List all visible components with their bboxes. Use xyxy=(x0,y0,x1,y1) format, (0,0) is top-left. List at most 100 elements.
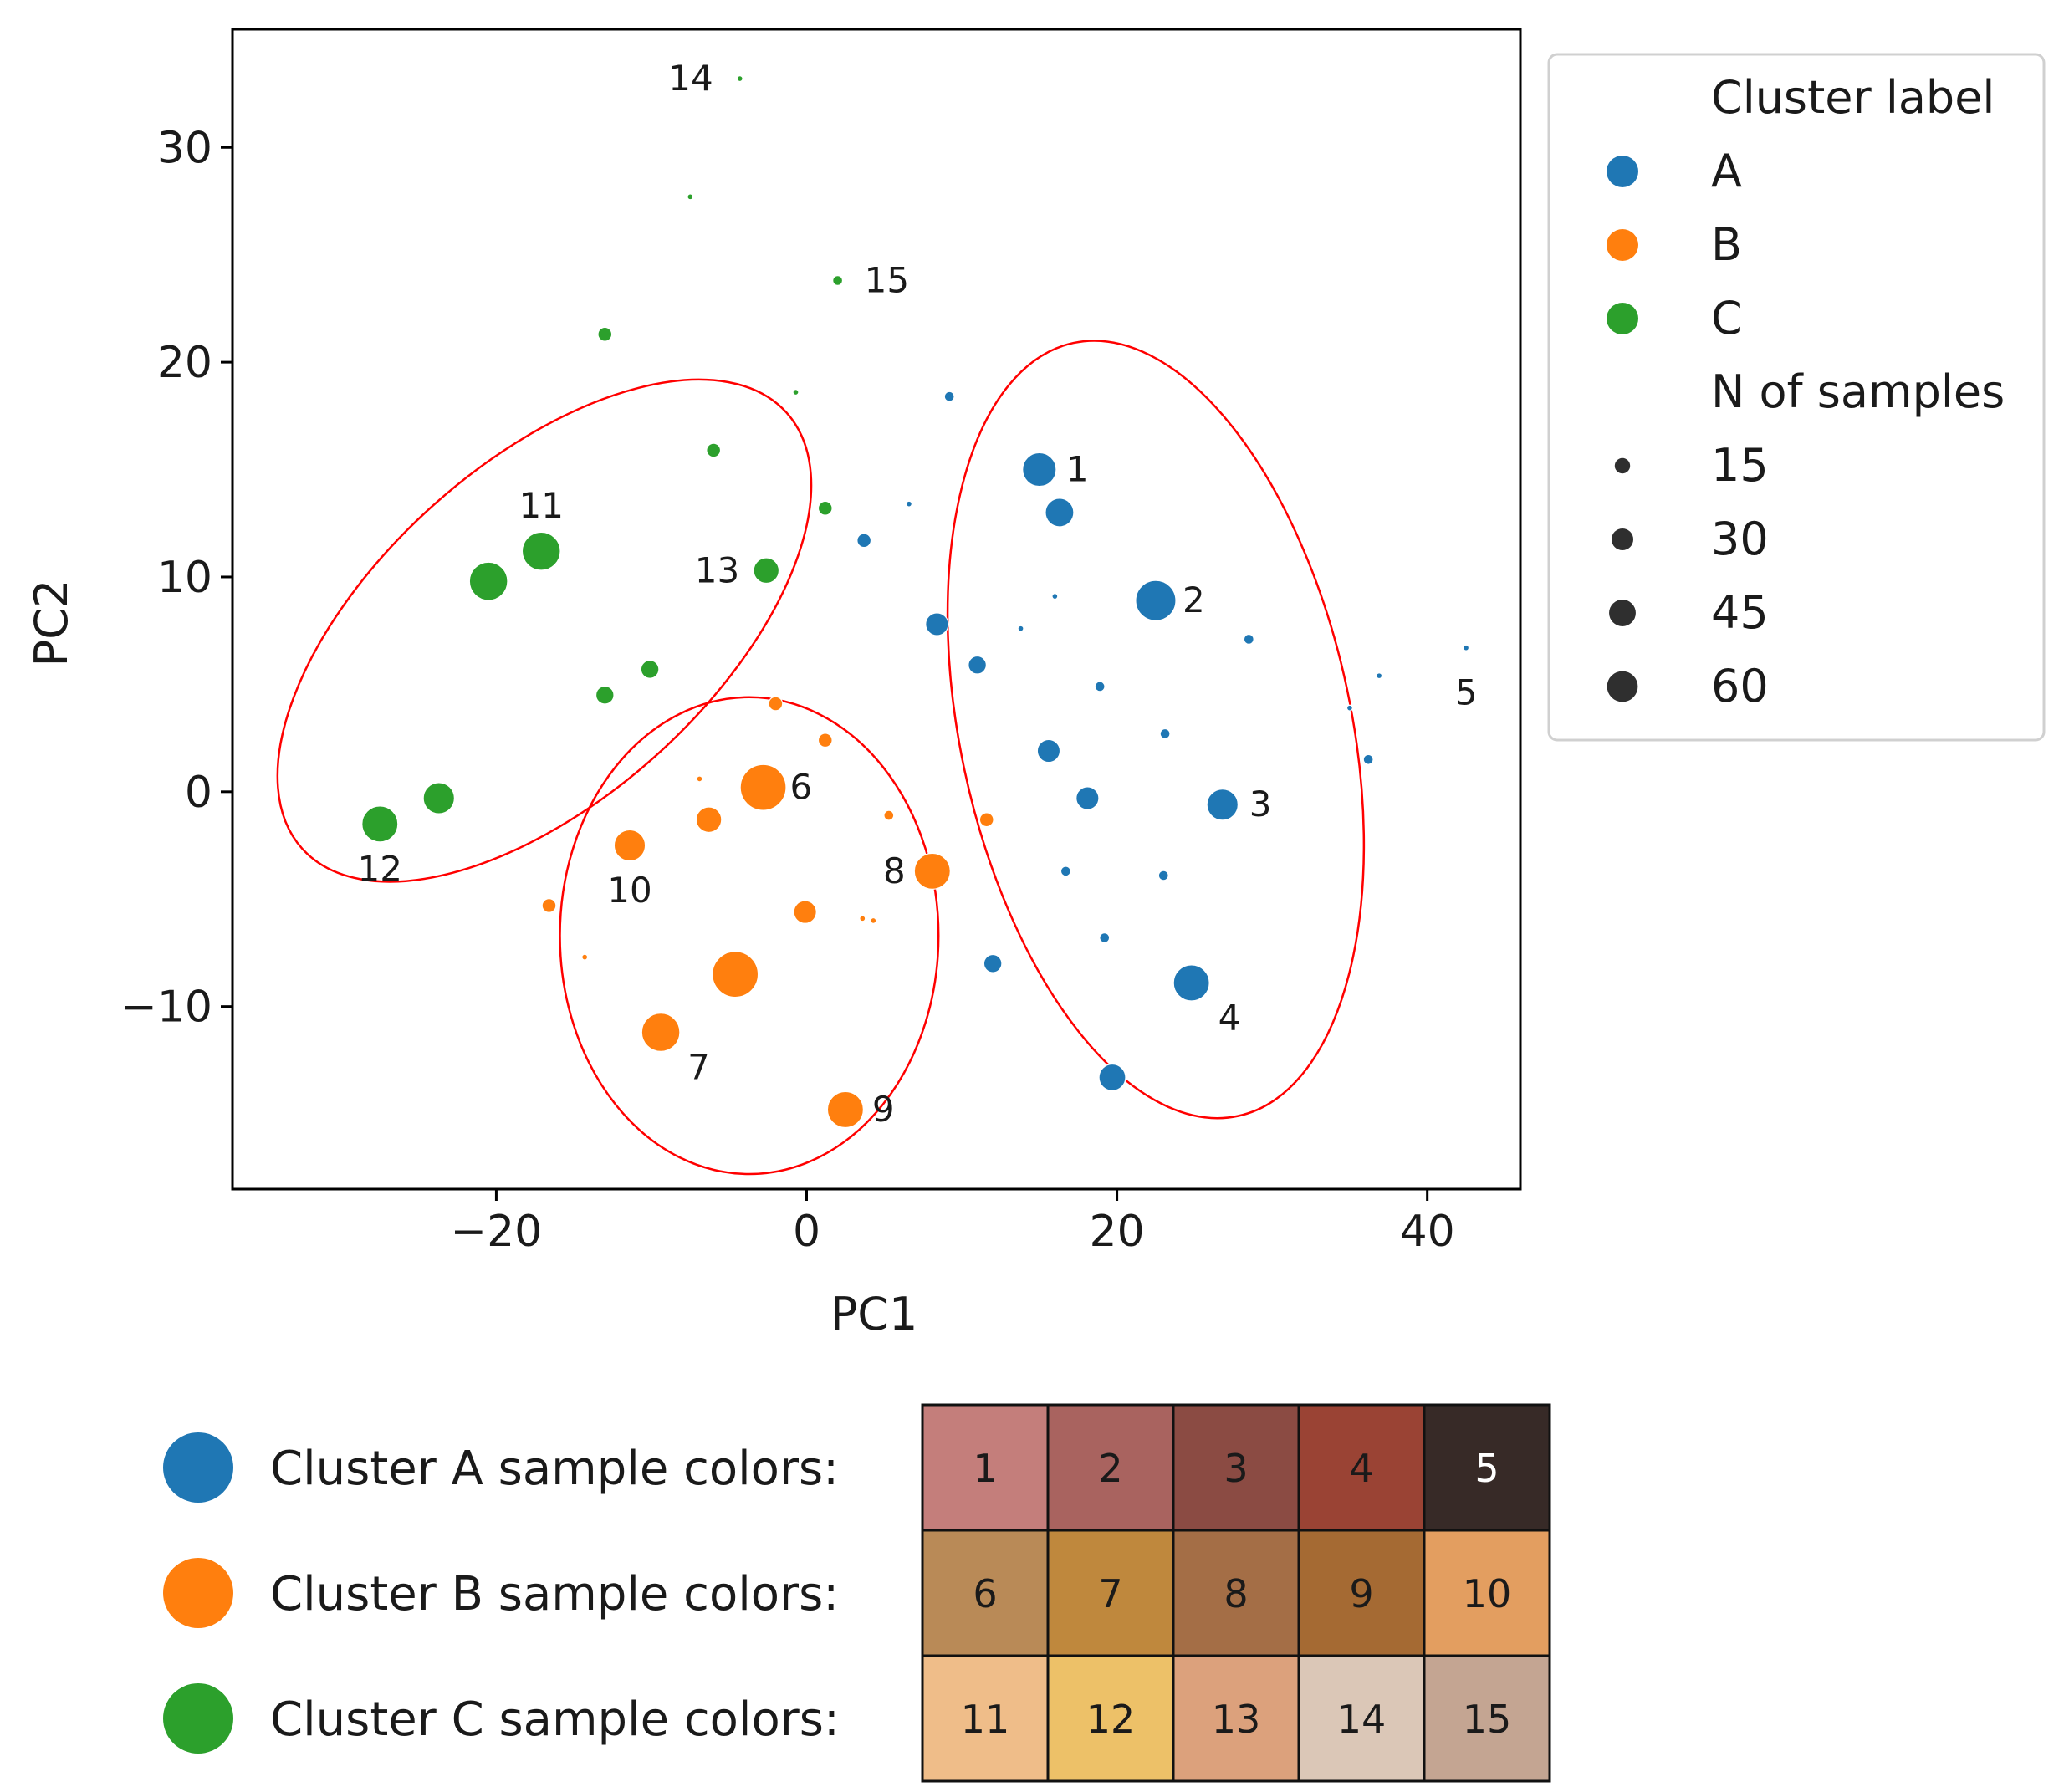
data-point xyxy=(859,915,866,922)
legend-title-cluster: Cluster label xyxy=(1711,71,1995,124)
data-point xyxy=(1060,865,1071,877)
swatch-number: 15 xyxy=(1463,1697,1512,1742)
y-tick-label: 10 xyxy=(157,553,212,603)
data-point xyxy=(1346,704,1353,712)
data-point xyxy=(832,275,844,287)
data-point xyxy=(817,733,833,748)
data-point xyxy=(983,953,1003,973)
data-point xyxy=(1022,452,1057,488)
data-point xyxy=(695,806,723,834)
legend-title-size: N of samples xyxy=(1711,365,2005,418)
data-point xyxy=(1075,786,1100,810)
point-label-6: 6 xyxy=(790,767,813,808)
swatch-cell xyxy=(921,1529,1050,1657)
data-point xyxy=(943,391,955,402)
legend-size-marker xyxy=(1614,457,1631,474)
legend-size-marker xyxy=(1607,671,1638,702)
data-point xyxy=(712,951,759,998)
y-axis-label: PC2 xyxy=(25,579,78,667)
swatch-cell xyxy=(1172,1529,1300,1657)
legend-marker-a xyxy=(1607,156,1638,187)
cluster-ellipse-b xyxy=(559,696,940,1176)
legend-size-label: 15 xyxy=(1711,439,1769,492)
point-label-4: 4 xyxy=(1218,997,1241,1038)
swatch-number: 8 xyxy=(1224,1571,1248,1616)
data-point xyxy=(736,75,743,83)
legend-box xyxy=(1547,53,2046,742)
data-point xyxy=(1036,738,1061,763)
swatch-cell xyxy=(1046,1529,1175,1657)
legend-size-marker xyxy=(1611,528,1634,551)
point-label-12: 12 xyxy=(358,848,402,889)
data-point xyxy=(687,193,694,201)
data-point xyxy=(913,852,951,890)
data-point xyxy=(1159,728,1171,739)
data-point xyxy=(768,696,784,712)
x-axis-label: PC1 xyxy=(830,1288,918,1340)
data-point xyxy=(1362,753,1374,765)
data-point xyxy=(905,500,912,508)
axis-ticks: −20 0 20 40 −10 0 10 20 30 xyxy=(120,28,1522,1257)
data-point xyxy=(521,531,561,571)
legend-marker-b xyxy=(1607,229,1638,261)
plot-frame xyxy=(231,28,1522,1191)
data-point xyxy=(925,612,949,636)
data-point xyxy=(793,900,817,924)
cluster-ellipse-c xyxy=(276,378,813,883)
data-point xyxy=(883,809,895,821)
swatch-number: 13 xyxy=(1212,1697,1261,1742)
data-point xyxy=(641,1013,681,1052)
swatch-number: 1 xyxy=(973,1446,997,1491)
swatch-number: 2 xyxy=(1098,1446,1122,1491)
x-tick-label: 20 xyxy=(1090,1207,1145,1257)
data-point xyxy=(1157,870,1169,881)
swatch-cell xyxy=(1423,1403,1551,1532)
cluster-dot xyxy=(163,1683,233,1754)
point-label-8: 8 xyxy=(883,850,906,891)
data-point xyxy=(856,533,872,549)
swatch-cell xyxy=(1423,1654,1551,1783)
data-point xyxy=(706,442,722,458)
data-point xyxy=(640,660,660,679)
swatch-number: 7 xyxy=(1098,1571,1122,1616)
data-point xyxy=(1376,672,1383,680)
x-tick-label: 40 xyxy=(1400,1207,1455,1257)
swatch-number: 10 xyxy=(1463,1571,1512,1616)
point-label-5: 5 xyxy=(1455,672,1478,713)
swatch-number: 11 xyxy=(961,1697,1010,1742)
cluster-dot xyxy=(163,1432,233,1503)
data-point xyxy=(978,812,994,828)
swatch-number: 12 xyxy=(1086,1697,1136,1742)
legend-label-c: C xyxy=(1711,292,1743,345)
swatch-number: 5 xyxy=(1474,1446,1499,1491)
point-label-9: 9 xyxy=(872,1089,895,1130)
cluster-dot xyxy=(163,1558,233,1628)
data-point xyxy=(1051,593,1059,600)
data-point xyxy=(1099,932,1111,943)
swatch-number: 9 xyxy=(1349,1571,1373,1616)
data-point xyxy=(1094,681,1106,692)
data-point xyxy=(1135,579,1177,621)
data-point xyxy=(597,326,613,342)
point-label-15: 15 xyxy=(865,260,909,301)
swatch-row-label: Cluster A sample colors: xyxy=(270,1442,839,1496)
data-point xyxy=(1098,1063,1126,1091)
legend-label-a: A xyxy=(1711,145,1742,197)
x-tick-label: 0 xyxy=(793,1207,820,1257)
point-label-10: 10 xyxy=(607,870,651,911)
series-a xyxy=(856,391,1470,1091)
data-point xyxy=(541,898,557,913)
data-point xyxy=(1045,498,1075,528)
data-point xyxy=(696,775,703,783)
legend-size-marker xyxy=(1609,600,1636,626)
y-tick-label: 20 xyxy=(157,338,212,388)
swatch-cell xyxy=(1423,1529,1551,1657)
data-point xyxy=(792,389,800,396)
data-point xyxy=(753,557,780,585)
swatch-row-label: Cluster B sample colors: xyxy=(270,1567,839,1621)
swatch-number: 6 xyxy=(973,1571,997,1616)
x-tick-label: −20 xyxy=(451,1207,543,1257)
point-label-2: 2 xyxy=(1183,579,1205,620)
